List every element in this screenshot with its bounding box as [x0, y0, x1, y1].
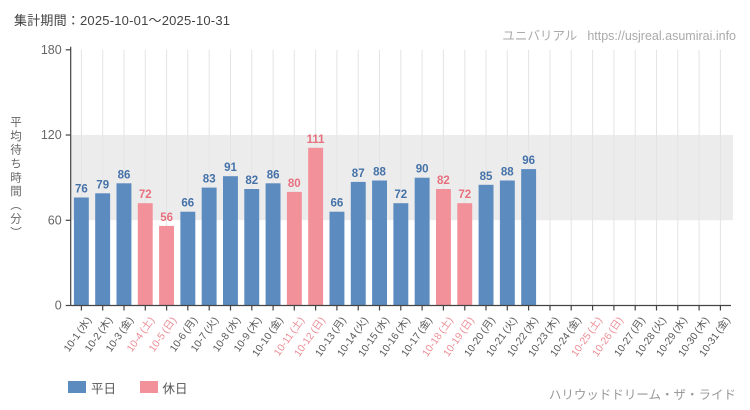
- svg-text:90: 90: [416, 164, 429, 176]
- svg-text:72: 72: [139, 189, 152, 201]
- svg-text:66: 66: [331, 198, 344, 210]
- svg-text:88: 88: [501, 167, 514, 179]
- svg-text:120: 120: [41, 128, 62, 142]
- svg-text:180: 180: [41, 43, 62, 57]
- svg-text:87: 87: [352, 168, 365, 180]
- svg-text:83: 83: [203, 174, 216, 186]
- svg-text:80: 80: [288, 178, 301, 190]
- svg-text:72: 72: [394, 189, 407, 201]
- svg-text:86: 86: [267, 169, 280, 181]
- svg-text:72: 72: [458, 189, 471, 201]
- svg-text:0: 0: [55, 299, 62, 313]
- svg-text:111: 111: [307, 134, 326, 146]
- svg-text:91: 91: [224, 162, 237, 174]
- svg-text:60: 60: [48, 213, 62, 227]
- svg-text:82: 82: [245, 175, 258, 187]
- svg-text:96: 96: [522, 155, 535, 167]
- svg-text:76: 76: [75, 184, 88, 196]
- svg-text:79: 79: [96, 179, 109, 191]
- svg-text:82: 82: [437, 175, 450, 187]
- svg-text:88: 88: [373, 167, 386, 179]
- svg-text:56: 56: [160, 212, 173, 224]
- svg-text:86: 86: [118, 169, 131, 181]
- svg-text:85: 85: [480, 171, 493, 183]
- svg-text:66: 66: [181, 198, 194, 210]
